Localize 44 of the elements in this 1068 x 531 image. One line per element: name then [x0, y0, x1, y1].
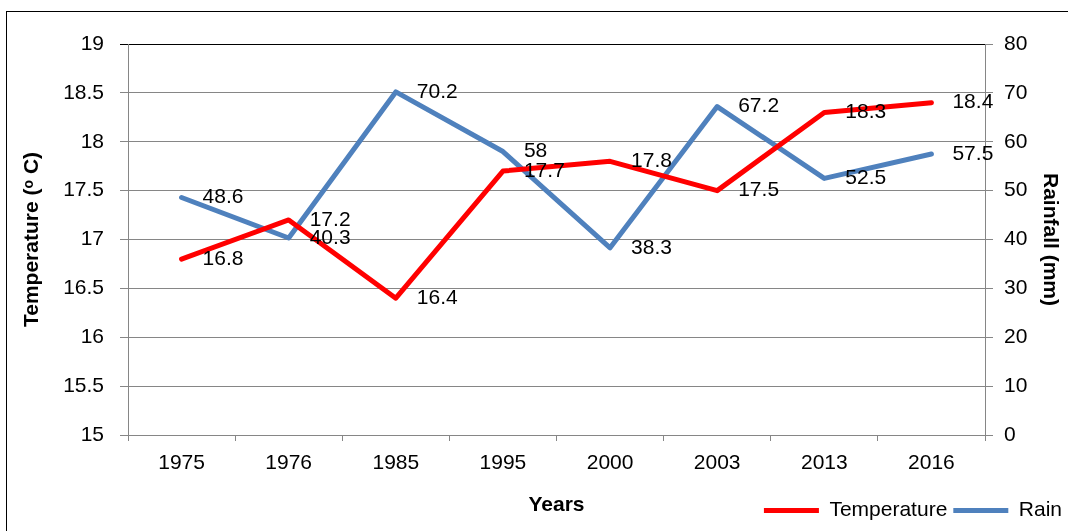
y2-tick-label: 50: [1004, 177, 1028, 201]
y-axis-title: Temperature (ᵒ C): [19, 151, 43, 328]
y2-tick-label: 70: [1004, 79, 1028, 103]
data-label: 58: [523, 138, 548, 162]
y2-tick-label: 40: [1004, 226, 1028, 250]
y-tick-label: 19: [80, 30, 104, 54]
data-label: 67.2: [738, 93, 780, 117]
y2-tick-label: 20: [1004, 324, 1028, 348]
x-tick-label: 2000: [586, 450, 634, 474]
x-tick-label: 1985: [372, 450, 420, 474]
y-tick-label: 17: [80, 226, 104, 250]
y2-tick-label: 60: [1004, 128, 1028, 152]
data-label: 52.5: [845, 165, 887, 189]
y2-tick-label: 80: [1004, 30, 1028, 54]
y-tick-label: 18: [80, 128, 104, 152]
data-label: 17.8: [631, 148, 672, 172]
data-label: 48.6: [202, 184, 244, 208]
data-label: 16.4: [416, 284, 459, 308]
y2-tick-label: 30: [1004, 275, 1028, 299]
y-tick-label: 18.5: [63, 79, 104, 103]
data-label: 38.3: [631, 234, 672, 258]
data-label: 17.2: [309, 206, 351, 230]
y-tick-label: 17.5: [63, 177, 104, 201]
data-label: 16.8: [202, 245, 244, 269]
data-label: 57.5: [952, 140, 994, 164]
y-tick-label: 16.5: [63, 275, 104, 299]
y-tick-label: 15.5: [63, 372, 104, 396]
x-tick-label: 2013: [800, 450, 848, 474]
legend-label: Rain: [1018, 497, 1063, 521]
x-tick-label: 2003: [693, 450, 741, 474]
y2-axis-title: Rainfall (mm): [1039, 172, 1063, 307]
y-tick-label: 16: [80, 324, 104, 348]
y-tick-label: 15: [80, 421, 104, 445]
y2-tick-label: 10: [1004, 372, 1028, 396]
x-tick-label: 1976: [265, 450, 313, 474]
x-axis-title: Years: [528, 492, 585, 516]
data-label: 17.5: [738, 177, 780, 201]
legend-label: Temperature: [829, 497, 948, 521]
x-tick-label: 2016: [908, 450, 955, 474]
data-label: 70.2: [416, 78, 458, 102]
y2-tick-label: 0: [1004, 421, 1016, 445]
x-tick-label: 1975: [158, 450, 205, 474]
data-label: 18.4: [952, 89, 994, 113]
x-tick-label: 1995: [479, 450, 527, 474]
